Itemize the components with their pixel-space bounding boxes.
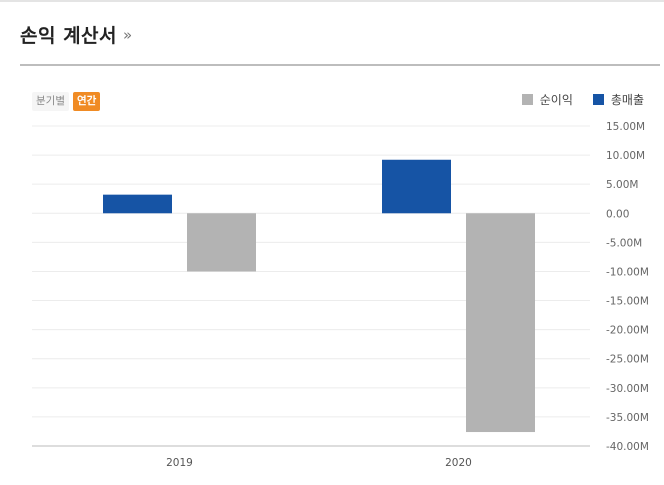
legend-item-net-income[interactable]: 순이익 xyxy=(521,91,573,108)
top-divider xyxy=(0,0,664,2)
y-tick-label: 5.00M xyxy=(606,179,638,191)
legend-label-net-income: 순이익 xyxy=(539,93,573,107)
y-tick-label: -20.00M xyxy=(606,325,649,337)
x-category-label: 2020 xyxy=(445,457,472,469)
legend-label-revenue: 총매출 xyxy=(610,93,644,107)
y-tick-label: -15.00M xyxy=(606,296,649,308)
y-tick-label: -10.00M xyxy=(606,266,649,278)
y-tick-label: 10.00M xyxy=(606,150,645,162)
legend-swatch-revenue xyxy=(592,94,604,105)
y-tick-label: 0.00 xyxy=(606,208,629,220)
tab-quarterly[interactable]: 분기별 xyxy=(32,92,69,111)
section-header: 손익 계산서 » xyxy=(20,20,132,48)
title-divider xyxy=(20,64,660,66)
x-category-label: 2019 xyxy=(166,457,193,469)
bar-revenue-2019 xyxy=(103,194,172,214)
y-tick-label: -5.00M xyxy=(606,237,642,249)
legend-item-revenue[interactable]: 총매출 xyxy=(592,91,644,108)
y-tick-label: -30.00M xyxy=(606,383,649,395)
period-tabs: 분기별 연간 xyxy=(32,92,101,111)
y-tick-label: -35.00M xyxy=(606,412,649,424)
legend-swatch-net-income xyxy=(521,94,533,105)
tab-annual[interactable]: 연간 xyxy=(72,92,101,111)
bar-net-income-2020 xyxy=(466,213,535,433)
y-tick-label: -25.00M xyxy=(606,354,649,366)
bar-net-income-2019 xyxy=(187,213,256,272)
page-title: 손익 계산서 xyxy=(20,24,118,47)
y-tick-label: 15.00M xyxy=(606,121,645,133)
chart-legend: 순이익 총매출 xyxy=(502,91,644,108)
y-tick-label: -40.00M xyxy=(606,441,649,453)
more-link[interactable]: » xyxy=(123,26,133,44)
bar-revenue-2020 xyxy=(382,159,451,214)
